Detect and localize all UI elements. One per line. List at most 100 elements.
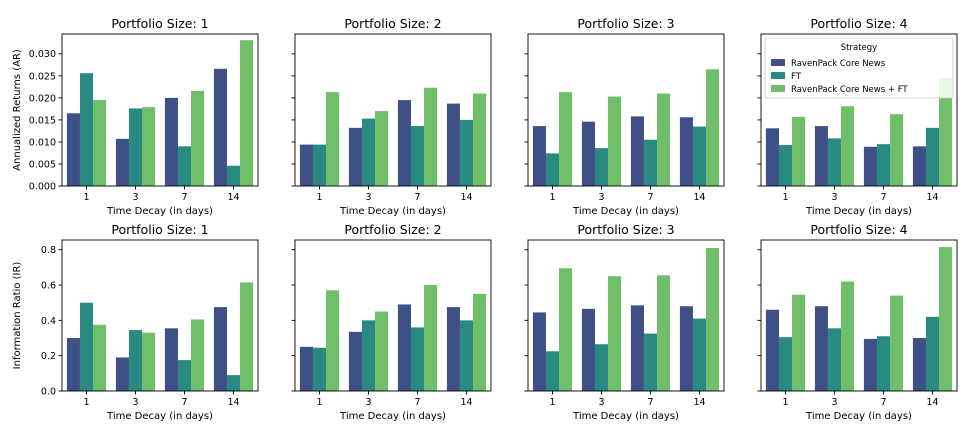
- panel-2-bar-s1-c2: [348, 127, 362, 186]
- panel-3-xlabel: Time Decay (in days): [572, 206, 679, 217]
- panel-3-bar-s3-c1: [559, 92, 573, 186]
- panel-1-xlabel: Time Decay (in days): [106, 206, 213, 217]
- panel-3-bar-s2-c1: [545, 153, 560, 186]
- panel-2-bar-s3-c4: [473, 93, 487, 186]
- panel-5-bar-s2-c3: [177, 360, 192, 391]
- panel-5-bar-s1-c1: [66, 338, 80, 391]
- panel-6-bar-s2-c2: [361, 320, 376, 391]
- panel-2-xtick-label-3: 7: [414, 192, 420, 203]
- panel-6-axes-frame: [294, 239, 492, 392]
- panel-3-xtick-label-4: 14: [693, 192, 705, 203]
- panel-3-bar-s3-c2: [608, 96, 622, 186]
- panel-8-bar-s1-c3: [863, 338, 877, 391]
- panel-1-ytick-label-1: 0.000: [29, 181, 56, 192]
- panel-5-xtick-label-4: 14: [227, 397, 239, 408]
- panel-6-xtick-label-4: 14: [460, 397, 472, 408]
- panel-1-xtick-label-3: 7: [181, 192, 187, 203]
- panel-1-bar-s3-c3: [191, 90, 205, 186]
- panel-3-title: Portfolio Size: 3: [577, 16, 674, 31]
- panel-5-ylabel: Information Ratio (IR): [12, 262, 23, 370]
- panel-1-ytick-label-3: 0.010: [29, 137, 56, 148]
- panel-4-bar-s3-c4: [939, 78, 953, 186]
- panel-5-bar-s3-c4: [240, 282, 254, 391]
- panel-2-bar-s2-c1: [312, 144, 327, 186]
- panel-2-bar-s3-c2: [375, 111, 389, 186]
- panel-6-bar-s1-c3: [397, 304, 411, 391]
- panel-6-xtick-label-2: 3: [365, 397, 371, 408]
- panel-3-xtick-label-1: 1: [549, 192, 555, 203]
- panel-7-bar-s2-c4: [692, 318, 707, 391]
- panel-5-bar-s2-c1: [79, 302, 94, 391]
- panel-5-axes-frame: [61, 239, 259, 392]
- panel-1-ytick-label-6: 0.025: [29, 71, 56, 82]
- panel-7-xtick-label-4: 14: [693, 397, 705, 408]
- panel-1-bar-s3-c4: [240, 40, 254, 186]
- panel-3-xtick-label-2: 3: [598, 192, 604, 203]
- panel-8-xtick-label-1: 1: [782, 397, 788, 408]
- panel-4-bar-s3-c1: [792, 116, 806, 186]
- panel-6-bar-s3-c3: [424, 285, 438, 391]
- legend-title: Strategy: [841, 43, 877, 53]
- panel-3-bar-s1-c4: [679, 117, 693, 186]
- panel-1-ytick-label-5: 0.020: [29, 93, 56, 104]
- panel-3-bar-s2-c4: [692, 126, 707, 186]
- legend-label-1: RavenPack Core News: [791, 59, 886, 69]
- panel-1-title: Portfolio Size: 1: [111, 16, 208, 31]
- panel-2-bar-s1-c4: [446, 103, 460, 186]
- panel-8-bar-s2-c1: [778, 337, 793, 391]
- panel-7-axes-frame: [527, 239, 725, 392]
- legend-swatch-2: [771, 72, 785, 79]
- panel-2-bar-s2-c2: [361, 118, 376, 186]
- panel-1-ylabel: Annualized Returns (AR): [12, 49, 23, 171]
- panel-8-xtick-label-2: 3: [831, 397, 837, 408]
- panel-6-bar-s3-c2: [375, 311, 389, 391]
- panel-7-bar-s3-c4: [706, 247, 720, 391]
- panel-6-bar-s1-c2: [348, 331, 362, 391]
- panel-5-bar-s1-c2: [115, 357, 129, 391]
- panel-6-bar-s2-c4: [459, 320, 474, 391]
- panel-2-bar-s3-c1: [326, 92, 340, 186]
- panel-4-bar-s3-c3: [890, 114, 904, 186]
- panel-8-bar-s1-c4: [912, 338, 926, 391]
- panel-3-axes-frame: [527, 33, 725, 187]
- panel-8-axes-frame: [760, 239, 958, 392]
- panel-8-bar-s2-c3: [876, 336, 891, 391]
- panel-4-bar-s2-c4: [925, 127, 940, 186]
- panel-5-bar-s1-c4: [213, 307, 227, 391]
- panel-7-bar-s1-c3: [630, 305, 644, 391]
- panel-4-bar-s1-c4: [912, 146, 926, 186]
- panel-5-bar-s3-c1: [93, 324, 107, 391]
- panel-2-axes-frame: [294, 33, 492, 187]
- panel-2-bar-s2-c4: [459, 119, 474, 186]
- panel-5-xtick-label-3: 7: [181, 397, 187, 408]
- panel-6-xtick-label-1: 1: [316, 397, 322, 408]
- panel-7-bar-s1-c2: [581, 308, 595, 391]
- panel-7-title: Portfolio Size: 3: [577, 222, 674, 237]
- panel-6-title: Portfolio Size: 2: [344, 222, 441, 237]
- panel-7-xtick-label-1: 1: [549, 397, 555, 408]
- panel-5-title: Portfolio Size: 1: [111, 222, 208, 237]
- panel-2-title: Portfolio Size: 2: [344, 16, 441, 31]
- panel-4-bar-s3-c2: [841, 106, 855, 186]
- legend-label-3: RavenPack Core News + FT: [791, 85, 908, 95]
- panel-3-bar-s3-c3: [657, 93, 671, 186]
- panel-2-xlabel: Time Decay (in days): [339, 206, 446, 217]
- panel-8-xtick-label-3: 7: [880, 397, 886, 408]
- panel-6-xtick-label-3: 7: [414, 397, 420, 408]
- panel-8-bar-s3-c2: [841, 281, 855, 391]
- panel-6-bar-s3-c1: [326, 290, 340, 391]
- panel-3-xtick-label-3: 7: [647, 192, 653, 203]
- panel-4-bar-s2-c3: [876, 144, 891, 186]
- panel-4-xtick-label-2: 3: [831, 192, 837, 203]
- panel-4-title: Portfolio Size: 4: [810, 16, 907, 31]
- panel-4-bar-s2-c2: [827, 138, 842, 186]
- panel-7-xlabel: Time Decay (in days): [572, 411, 679, 422]
- legend-swatch-3: [771, 85, 785, 92]
- panel-3-bar-s1-c1: [532, 126, 546, 186]
- panel-1-bar-s1-c3: [164, 97, 178, 186]
- legend-swatch-1: [771, 59, 785, 66]
- panel-1-bar-s2-c1: [79, 73, 94, 186]
- panel-6-bar-s2-c1: [312, 347, 327, 391]
- panel-7-bar-s3-c3: [657, 275, 671, 391]
